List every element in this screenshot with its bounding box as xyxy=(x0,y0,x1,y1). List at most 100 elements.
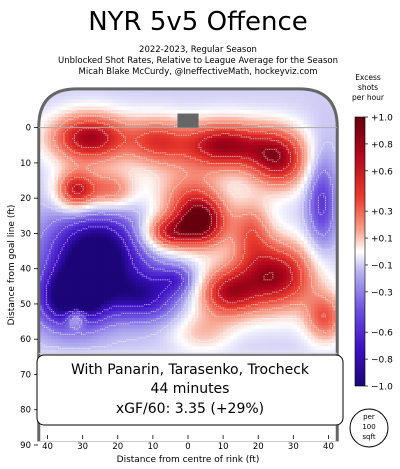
heatmap-cell xyxy=(173,219,179,224)
heatmap-cell xyxy=(317,289,323,294)
heatmap-cell xyxy=(61,95,66,101)
heatmap-cell xyxy=(96,268,101,273)
heatmap-cell xyxy=(79,173,84,178)
heatmap-cell xyxy=(240,110,245,115)
heatmap-cell xyxy=(100,289,105,294)
heatmap-cell xyxy=(131,289,136,294)
heatmap-cell xyxy=(40,226,45,231)
heatmap-cell xyxy=(289,173,294,178)
heatmap-cell xyxy=(286,169,291,175)
heatmap-cell xyxy=(251,127,256,132)
heatmap-cell xyxy=(163,95,168,101)
heatmap-cell xyxy=(170,134,175,139)
heatmap-cell xyxy=(258,289,263,294)
heatmap-cell xyxy=(128,229,133,235)
heatmap-cell xyxy=(135,201,140,206)
heatmap-cell xyxy=(114,148,119,153)
heatmap-cell xyxy=(237,145,242,150)
heatmap-cell xyxy=(47,198,52,203)
heatmap-cell xyxy=(216,141,221,146)
heatmap-cell xyxy=(82,258,87,263)
heatmap-cell xyxy=(321,198,326,203)
heatmap-cell xyxy=(163,215,168,220)
heatmap-cell xyxy=(82,124,87,129)
heatmap-cell xyxy=(100,219,105,224)
heatmap-cell xyxy=(135,265,140,270)
heatmap-cell xyxy=(40,205,45,210)
heatmap-cell xyxy=(324,106,330,111)
heatmap-cell xyxy=(163,265,168,270)
heatmap-cell xyxy=(244,113,249,118)
heatmap-cell xyxy=(223,229,228,235)
heatmap-cell xyxy=(177,247,182,252)
chart-subtitle-3: Micah Blake McCurdy, @IneffectiveMath, h… xyxy=(79,67,318,77)
heatmap-cell xyxy=(159,275,165,280)
heatmap-cell xyxy=(296,226,301,231)
heatmap-cell xyxy=(82,261,87,266)
heatmap-cell xyxy=(173,159,179,164)
heatmap-cell xyxy=(321,127,326,132)
heatmap-cell xyxy=(93,251,98,256)
heatmap-cell xyxy=(219,110,224,115)
heatmap-cell xyxy=(261,177,266,182)
heatmap-cell xyxy=(279,131,284,136)
heatmap-cell xyxy=(163,272,168,277)
heatmap-cell xyxy=(282,247,287,252)
heatmap-cell xyxy=(289,286,294,291)
heatmap-cell xyxy=(216,148,221,153)
heatmap-cell xyxy=(51,258,56,263)
heatmap-cell xyxy=(286,99,291,104)
heatmap-cell xyxy=(75,251,80,256)
heatmap-cell xyxy=(173,117,179,122)
heatmap-cell xyxy=(317,201,323,206)
heatmap-cell xyxy=(219,251,224,256)
heatmap-cell xyxy=(103,233,108,238)
heatmap-cell xyxy=(268,127,273,132)
heatmap-cell xyxy=(251,152,256,157)
heatmap-cell xyxy=(223,134,228,139)
heatmap-cell xyxy=(138,212,143,217)
heatmap-cell xyxy=(268,236,273,242)
heatmap-cell xyxy=(275,131,280,136)
heatmap-cell xyxy=(310,229,316,235)
heatmap-cell xyxy=(51,162,56,168)
heatmap-cell xyxy=(314,138,319,143)
heatmap-cell xyxy=(82,240,87,245)
heatmap-cell xyxy=(135,215,140,220)
heatmap-cell xyxy=(223,233,228,238)
heatmap-cell xyxy=(328,212,333,217)
heatmap-cell xyxy=(110,254,115,259)
heatmap-cell xyxy=(124,222,129,227)
heatmap-cell xyxy=(265,268,270,273)
heatmap-cell xyxy=(303,268,308,273)
heatmap-cell xyxy=(142,208,147,213)
heatmap-cell xyxy=(117,138,122,143)
heatmap-cell xyxy=(324,272,330,277)
heatmap-cell xyxy=(159,258,165,263)
heatmap-cell xyxy=(324,289,330,294)
heatmap-cell xyxy=(159,162,165,168)
heatmap-cell xyxy=(142,254,147,259)
heatmap-cell xyxy=(191,95,196,101)
heatmap-cell xyxy=(272,124,277,129)
heatmap-cell xyxy=(324,219,330,224)
heatmap-cell xyxy=(216,236,221,242)
heatmap-cell xyxy=(240,106,245,111)
heatmap-cell xyxy=(54,229,59,235)
heatmap-cell xyxy=(156,148,161,153)
heatmap-cell xyxy=(89,92,94,97)
heatmap-cell xyxy=(279,268,284,273)
heatmap-cell xyxy=(251,251,256,256)
heatmap-cell xyxy=(317,166,323,171)
heatmap-cell xyxy=(54,272,59,277)
heatmap-cell xyxy=(307,131,312,136)
heatmap-cell xyxy=(163,166,168,171)
heatmap-cell xyxy=(51,261,56,266)
heatmap-cell xyxy=(117,265,122,270)
heatmap-cell xyxy=(82,279,87,284)
heatmap-cell xyxy=(61,247,66,252)
heatmap-cell xyxy=(47,162,52,168)
heatmap-cell xyxy=(149,180,154,185)
heatmap-cell xyxy=(324,152,330,157)
heatmap-cell xyxy=(275,110,280,115)
